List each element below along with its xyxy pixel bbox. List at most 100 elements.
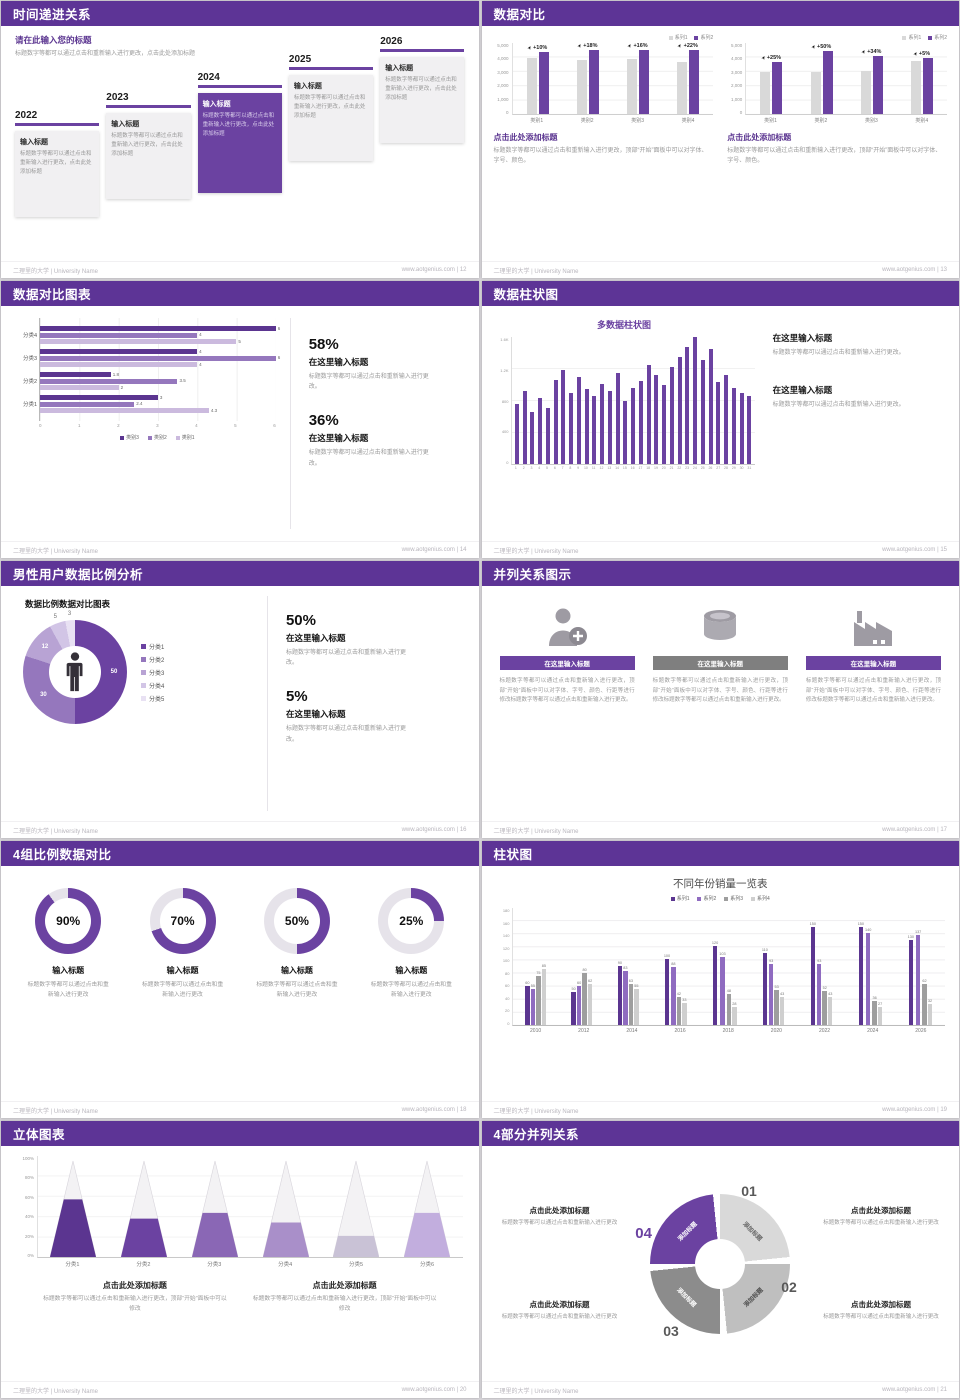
x-tick: 13 (607, 466, 612, 470)
bar-wrap: 48 (726, 989, 732, 1025)
segment-number: 02 (781, 1278, 797, 1295)
bars (910, 58, 933, 114)
bars: 6 4 5 (40, 326, 280, 344)
slice-label: 12 (41, 644, 49, 651)
bar-chart-left: 系列1 系列2 5,000 4,000 3,000 2,000 1,000 0 ➤ +10% ➤… (494, 34, 714, 253)
x-axis: 2010 2012 2014 2016 2018 2020 2022 2024 2026 (512, 1028, 946, 1034)
bar (638, 50, 649, 114)
timeline-card[interactable]: 输入标题 标题数字等都可以通过点击和重新输入进行更改，点击此处添加标题 (106, 113, 191, 199)
slide-ratio-rings[interactable]: 4组比例数据对比 90% 输入标题 标题数字等都可以通过点击和重新输入进行更改 … (1, 841, 479, 1118)
bar (724, 375, 729, 464)
legend-swatch (668, 35, 673, 40)
value-label: 43 (828, 991, 833, 996)
legend-item: 系列2 (694, 34, 713, 41)
bar-wrap: 63 (628, 979, 634, 1025)
slide-footer: 二理里的大学 | University Name www.aotgenius.c… (1, 541, 479, 558)
bar (538, 52, 549, 114)
value-label: 55 (634, 983, 639, 988)
bar-wrap: 55 (634, 984, 639, 1025)
slide-cone-chart[interactable]: 立体图表 100% 80% 60% 40% 20% 0% 分类1 分类2 分类3 分类4 分类5 分… (1, 1121, 479, 1398)
timeline-card-accent[interactable]: 输入标题 标题数字等都可以通过点击和重新输入进行更改，点击此处添加标题 (197, 93, 282, 193)
timeline-card[interactable]: 输入标题 标题数字等都可以通过点击和重新输入进行更改，点击此处添加标题 (288, 75, 374, 161)
slide-donut-analysis[interactable]: 男性用户数据比例分析 数据比例数据对比图表 50 30 12 5 3 分 (1, 561, 479, 838)
x-tick: 类别2 (814, 118, 828, 124)
x-tick: 2024 (867, 1028, 879, 1034)
bar (638, 381, 643, 464)
item-title-bar[interactable]: 在这里输入标题 (652, 656, 788, 670)
legend-item: 系列2 (697, 895, 716, 902)
stat-body: 标题数字等都可以通过点击和重新输入进行更改。 (308, 450, 429, 467)
timeline-step: 2024 输入标题 标题数字等都可以通过点击和重新输入进行更改，点击此处添加标题 (197, 36, 282, 217)
card-title: 输入标题 (111, 121, 140, 128)
slide-column-chart[interactable]: 数据柱状图 多数据柱状图 1.6K 1.2K 800 400 0 1 2 3 4 5 6 7 8 9 10… (481, 281, 959, 558)
value-label: 2.4 (136, 401, 143, 406)
bar-wrap: 28 (732, 1002, 737, 1025)
bar (865, 933, 871, 1025)
item-title-bar[interactable]: 在这里输入标题 (805, 656, 942, 670)
category-label: 分类1 (22, 402, 37, 408)
slide-grouped-bars[interactable]: 柱状图 不同年份销量一览表 系列1 系列2 系列3 系列4 180 160 140 120 1… (481, 841, 959, 1118)
stat-body: 标题数字等都可以通过点击和重新输入进行更改。 (308, 374, 429, 391)
bar (732, 1006, 737, 1025)
slide-parallel-items[interactable]: 并列关系图示 在这里输入标题 标题数字等都可以通过点击和重新输入进行更改，顶部“… (481, 561, 959, 838)
y-tick: 180 (502, 908, 510, 913)
bar-col (591, 337, 598, 464)
bar (662, 384, 667, 464)
bar-col (607, 337, 614, 464)
y-tick: 1,000 (497, 96, 509, 102)
ring-body: 标题数字等都可以通过点击和重新输入进行更改 (370, 982, 452, 998)
timeline-year: 2025 (288, 54, 374, 70)
slide-hbar-chart[interactable]: 数据对比图表 分类4 6 4 5 分类3 4 6 4 分类2 1.8 3.5 2 分类1 3 2.4 4.3 … (1, 281, 479, 558)
slide-timeline[interactable]: 时间递进关系 请在此输入您的标题 标题数字等都可以通过点击和重新输入进行更改，点… (1, 1, 479, 278)
x-tick: 2022 (818, 1028, 831, 1034)
bar: 3 (40, 395, 162, 400)
value-label: 33 (682, 998, 687, 1003)
timeline-card[interactable]: 输入标题 标题数字等都可以通过点击和重新输入进行更改，点击此处添加标题 (15, 131, 100, 217)
bar-group: ➤ +5% (897, 43, 947, 114)
footer-page: www.aotgenius.com | 16 (401, 827, 467, 833)
slice-label: 30 (40, 691, 47, 698)
x-tick: 2020 (770, 1028, 782, 1034)
item-title-bar[interactable]: 在这里输入标题 (499, 656, 635, 670)
cone (121, 1160, 168, 1257)
timeline-card[interactable]: 输入标题 标题数字等都可以通过点击和重新输入进行更改，点击此处添加标题 (380, 57, 465, 143)
x-tick: 2 (117, 423, 120, 428)
male-person-icon (66, 652, 83, 692)
slice-label: 5 (53, 614, 58, 621)
slide-footer: 二理里的大学 | University Name www.aotgenius.c… (1, 1101, 479, 1118)
bar-group: ➤ +10% (513, 43, 563, 114)
bar-wrap: 90 (617, 961, 623, 1025)
y-tick: 80% (24, 1175, 34, 1181)
percent-value: +18% (583, 43, 598, 49)
bar-wrap: 50 (571, 987, 576, 1025)
bar (677, 356, 682, 464)
slide-four-part-ring[interactable]: 4部分并列关系 点击此处添加标题 标题数字等都可以通过点击和重新输入进行更改 点… (481, 1121, 959, 1398)
legend-item: 系列2 (928, 34, 947, 41)
x-tick: 类别4 (915, 118, 929, 124)
bar-col (723, 337, 730, 464)
footer-page: www.aotgenius.com | 18 (401, 1107, 467, 1113)
legend-swatch (141, 656, 146, 662)
x-tick: 26 (708, 466, 713, 470)
bar-col (568, 337, 575, 464)
slice-label: 50 (110, 669, 118, 675)
bars: 4 6 4 (40, 349, 280, 367)
caption: 点击此处添加标题 标题数字等都可以通过点击和重新输入进行更改，顶部“开始”面板中… (727, 132, 947, 166)
slide-data-compare[interactable]: 数据对比 系列1 系列2 5,000 4,000 3,000 2,000 1,000 0 ➤… (481, 1, 959, 278)
bar-wrap: 60 (576, 981, 582, 1025)
bar-col (614, 337, 621, 464)
ring-value: 90% (45, 898, 92, 944)
bar (747, 395, 752, 464)
nurse-icon (500, 602, 635, 652)
bar-wrap: 100 (664, 954, 670, 1025)
y-tick: 100% (22, 1156, 34, 1161)
bar-col (746, 337, 753, 464)
bars: 1.8 3.5 2 (40, 372, 276, 390)
x-tick: 16 (630, 466, 635, 470)
bar (779, 996, 785, 1025)
y-tick: 2,000 (730, 83, 743, 89)
bar (731, 387, 736, 464)
slide-footer: 二理里的大学 | University Name www.aotgenius.c… (481, 541, 959, 558)
plot-area: ➤ +25% ➤ +50% ➤ +34% ➤ +5% (745, 43, 947, 115)
